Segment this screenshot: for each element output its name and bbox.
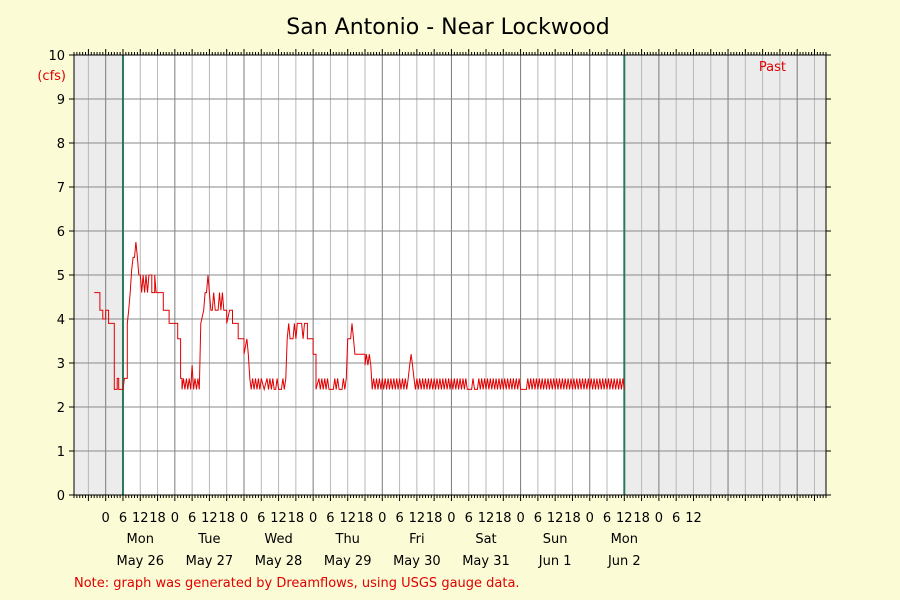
y-tick-label: 3 xyxy=(57,357,65,372)
y-tick-label: 6 xyxy=(57,225,65,240)
footer-note: Note: graph was generated by Dreamflows,… xyxy=(74,576,520,591)
x-hour-label: 18 xyxy=(564,511,581,526)
x-hour-label: 12 xyxy=(685,511,702,526)
x-day-label: Thu xyxy=(335,532,360,547)
x-hour-label: 6 xyxy=(534,511,542,526)
x-date-label: May 28 xyxy=(255,554,303,569)
x-day-label: Tue xyxy=(197,532,220,547)
x-hour-label: 0 xyxy=(655,511,663,526)
y-tick-label: 8 xyxy=(57,137,65,152)
x-hour-label: 18 xyxy=(288,511,305,526)
x-date-label: Jun 1 xyxy=(538,554,572,569)
x-hour-label: 6 xyxy=(326,511,334,526)
x-date-label: May 27 xyxy=(186,554,234,569)
y-tick-label: 9 xyxy=(57,93,65,108)
x-hour-label: 12 xyxy=(201,511,218,526)
x-hour-label: 18 xyxy=(426,511,443,526)
x-hour-label: 18 xyxy=(149,511,166,526)
x-hour-label: 18 xyxy=(218,511,235,526)
x-date-label: May 30 xyxy=(393,554,441,569)
x-hour-label: 12 xyxy=(547,511,564,526)
x-day-label: Mon xyxy=(611,532,638,547)
y-tick-label: 0 xyxy=(57,489,65,504)
x-date-label: May 29 xyxy=(324,554,372,569)
x-hour-label: 6 xyxy=(672,511,680,526)
x-hour-label: 6 xyxy=(188,511,196,526)
chart-title: San Antonio - Near Lockwood xyxy=(286,15,609,40)
flow-series-line xyxy=(94,241,625,392)
x-hour-label: 0 xyxy=(240,511,248,526)
x-hour-label: 0 xyxy=(586,511,594,526)
x-day-label: Mon xyxy=(127,532,154,547)
y-axis-unit-label: (cfs) xyxy=(37,69,66,84)
x-hour-label: 6 xyxy=(119,511,127,526)
x-hour-label: 0 xyxy=(102,511,110,526)
x-hour-label: 6 xyxy=(395,511,403,526)
x-date-label: May 26 xyxy=(116,554,164,569)
x-hour-label: 18 xyxy=(495,511,512,526)
x-hour-label: 12 xyxy=(478,511,495,526)
x-hour-label: 12 xyxy=(616,511,633,526)
x-hour-label: 18 xyxy=(633,511,650,526)
x-hour-label: 0 xyxy=(447,511,455,526)
x-day-label: Sat xyxy=(475,532,496,547)
y-tick-label: 4 xyxy=(57,313,65,328)
x-hour-label: 18 xyxy=(357,511,374,526)
x-date-label: Jun 2 xyxy=(607,554,641,569)
x-hour-label: 6 xyxy=(465,511,473,526)
x-day-label: Sun xyxy=(543,532,568,547)
x-hour-label: 12 xyxy=(339,511,356,526)
x-hour-label: 12 xyxy=(270,511,287,526)
x-hour-label: 0 xyxy=(171,511,179,526)
past-label: Past xyxy=(759,60,786,75)
x-hour-label: 0 xyxy=(516,511,524,526)
x-hour-label: 12 xyxy=(409,511,426,526)
x-date-label: May 31 xyxy=(462,554,510,569)
y-tick-label: 7 xyxy=(57,181,65,196)
x-hour-label: 0 xyxy=(309,511,317,526)
x-hour-label: 12 xyxy=(132,511,149,526)
y-tick-label: 10 xyxy=(48,49,65,64)
x-hour-label: 6 xyxy=(603,511,611,526)
y-tick-label: 5 xyxy=(57,269,65,284)
x-hour-label: 6 xyxy=(257,511,265,526)
y-tick-label: 2 xyxy=(57,401,65,416)
y-tick-label: 1 xyxy=(57,445,65,460)
x-hour-label: 0 xyxy=(378,511,386,526)
x-day-label: Wed xyxy=(264,532,292,547)
x-day-label: Fri xyxy=(409,532,425,547)
